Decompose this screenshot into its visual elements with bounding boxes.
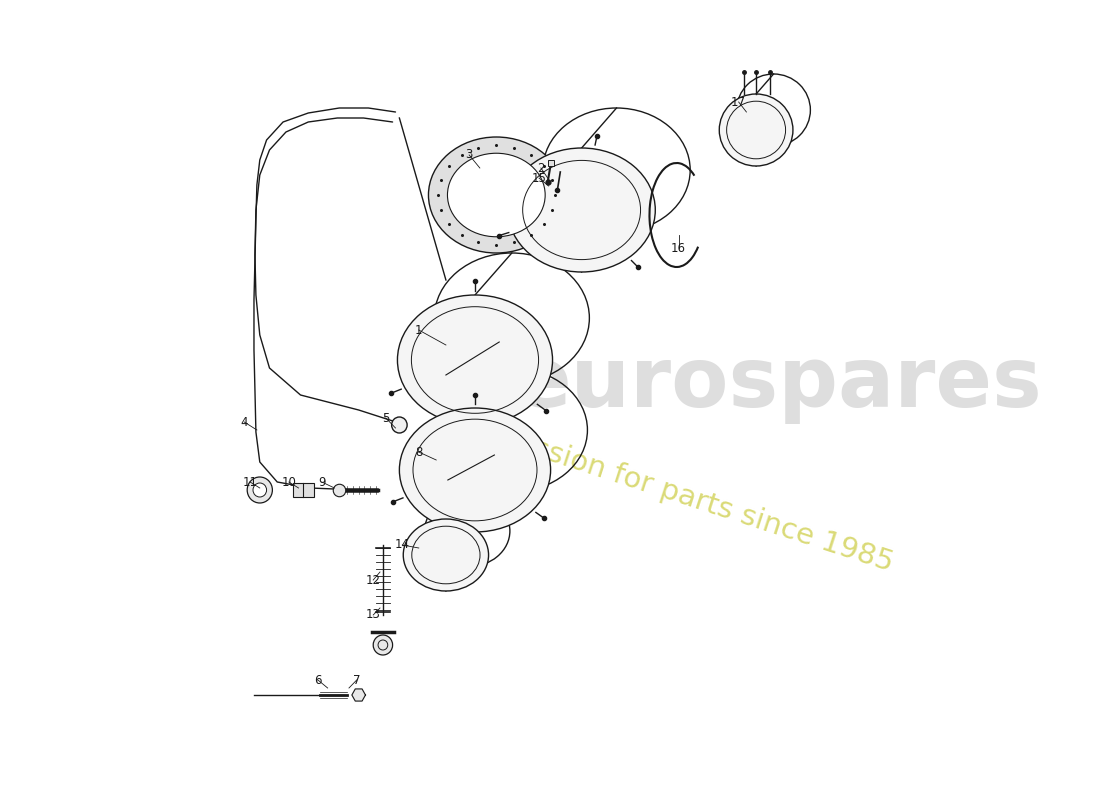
Text: 11: 11	[243, 475, 257, 489]
Bar	[293, 483, 315, 497]
Text: 15: 15	[531, 171, 547, 185]
Circle shape	[392, 417, 407, 433]
Text: 3: 3	[465, 149, 473, 162]
Ellipse shape	[404, 519, 488, 591]
Ellipse shape	[399, 408, 551, 532]
Text: 10: 10	[282, 475, 296, 489]
Ellipse shape	[719, 94, 793, 166]
Text: 8: 8	[415, 446, 422, 458]
Text: 9: 9	[318, 475, 326, 489]
Text: 13: 13	[366, 609, 381, 622]
Text: 1: 1	[415, 323, 422, 337]
Ellipse shape	[397, 295, 552, 425]
Text: 6: 6	[315, 674, 321, 686]
Circle shape	[248, 477, 273, 503]
Text: eurospares: eurospares	[515, 343, 1043, 425]
Text: 12: 12	[365, 574, 381, 586]
Text: 17: 17	[732, 95, 746, 109]
Polygon shape	[352, 689, 365, 701]
Ellipse shape	[448, 154, 546, 237]
Text: 2: 2	[537, 162, 544, 174]
Text: 5: 5	[382, 411, 389, 425]
Text: a passion for parts since 1985: a passion for parts since 1985	[469, 414, 896, 578]
Ellipse shape	[429, 137, 564, 253]
Text: 14: 14	[395, 538, 410, 551]
Text: 7: 7	[353, 674, 361, 686]
Circle shape	[253, 483, 266, 497]
Text: 16: 16	[671, 242, 686, 254]
Text: 4: 4	[241, 415, 248, 429]
Ellipse shape	[508, 148, 656, 272]
Circle shape	[373, 635, 393, 655]
